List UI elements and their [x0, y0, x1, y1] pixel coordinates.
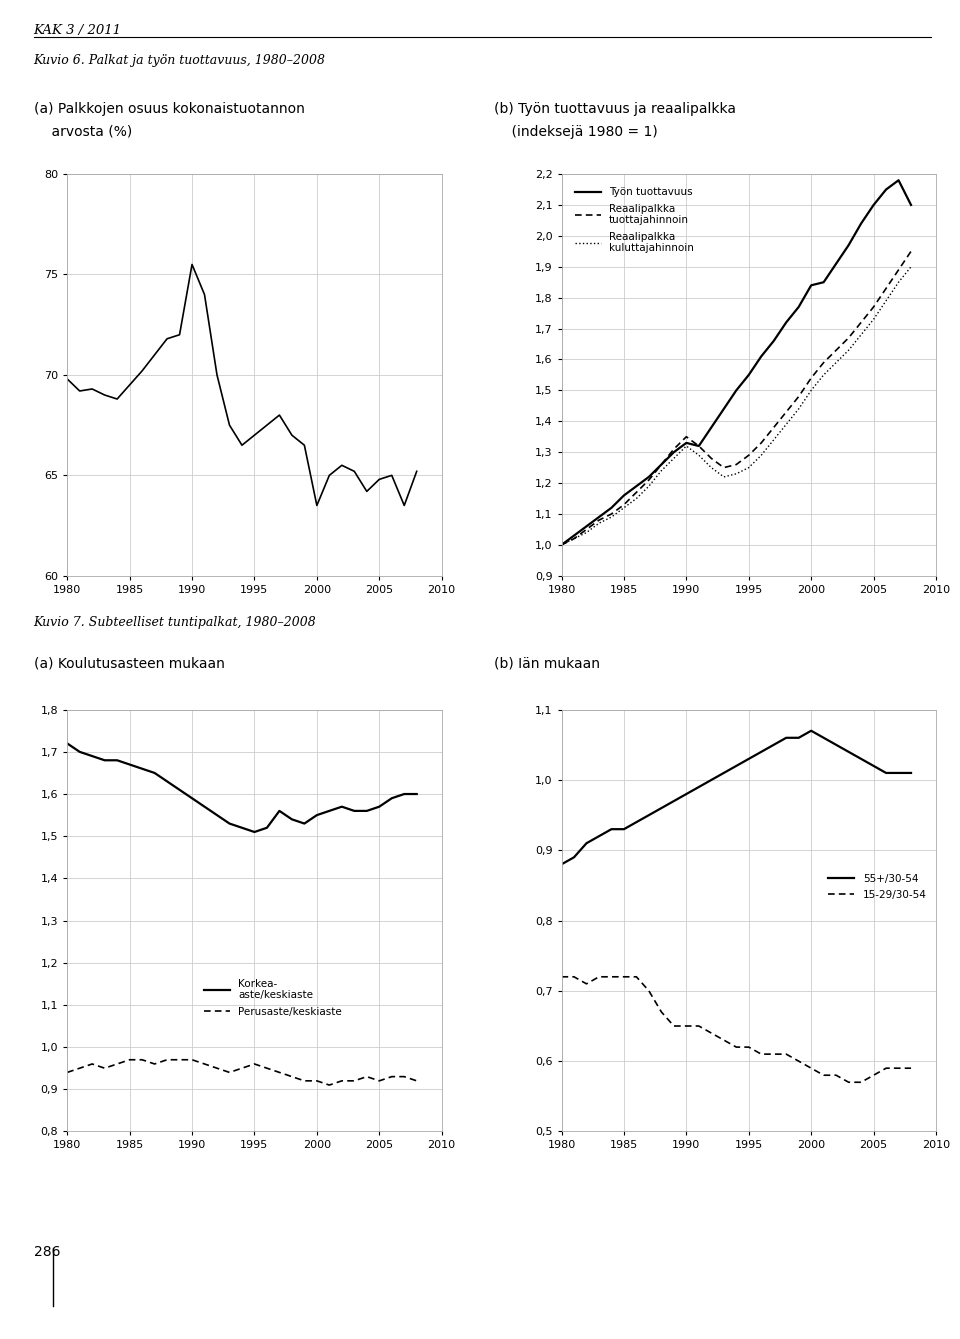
Text: 286: 286: [34, 1245, 60, 1259]
Text: Kuvio 7. Subteelliset tuntipalkat, 1980–2008: Kuvio 7. Subteelliset tuntipalkat, 1980–…: [34, 616, 317, 629]
Text: KAK 3 / 2011: KAK 3 / 2011: [34, 24, 122, 37]
Text: (b) Iän mukaan: (b) Iän mukaan: [494, 656, 600, 670]
Text: (b) Työn tuottavuus ja reaalipalkka: (b) Työn tuottavuus ja reaalipalkka: [494, 102, 736, 115]
Legend: Korkea-
aste/keskiaste, Perusaste/keskiaste: Korkea- aste/keskiaste, Perusaste/keskia…: [200, 975, 347, 1020]
Legend: 55+/30-54, 15-29/30-54: 55+/30-54, 15-29/30-54: [825, 869, 931, 904]
Text: (a) Koulutusasteen mukaan: (a) Koulutusasteen mukaan: [34, 656, 225, 670]
Text: Kuvio 6. Palkat ja työn tuottavuus, 1980–2008: Kuvio 6. Palkat ja työn tuottavuus, 1980…: [34, 54, 325, 67]
Text: (indeksejä 1980 = 1): (indeksejä 1980 = 1): [494, 125, 659, 138]
Text: arvosta (%): arvosta (%): [34, 125, 132, 138]
Legend: Työn tuottavuus, Reaalipalkka
tuottajahinnoin, Reaalipalkka
kuluttajahinnoin: Työn tuottavuus, Reaalipalkka tuottajahi…: [570, 183, 698, 257]
Text: (a) Palkkojen osuus kokonaistuotannon: (a) Palkkojen osuus kokonaistuotannon: [34, 102, 304, 115]
